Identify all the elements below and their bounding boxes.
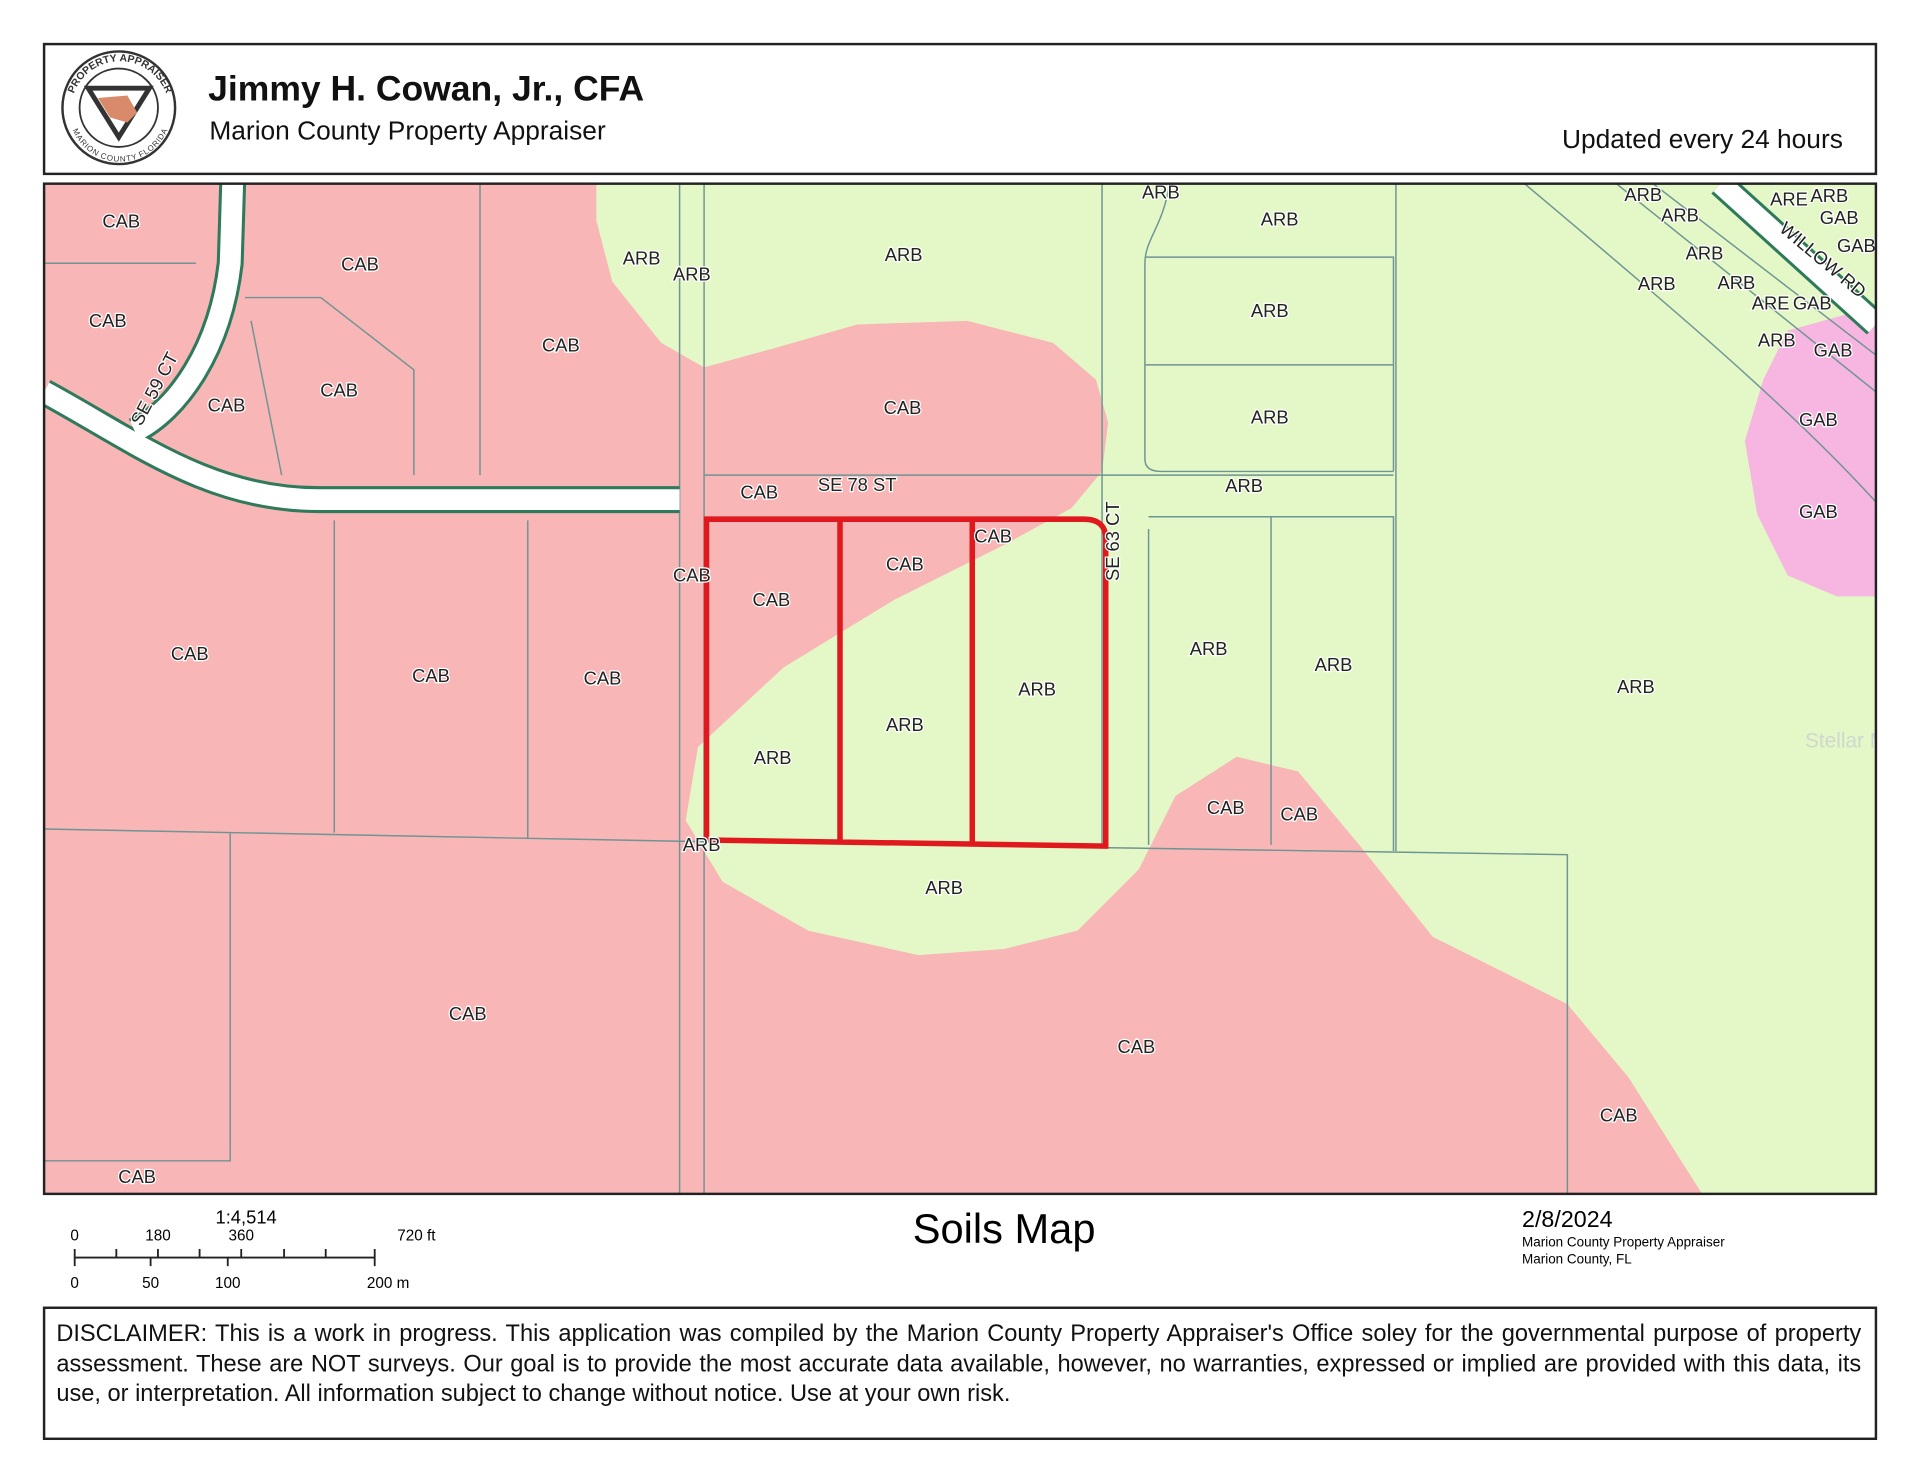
soil-label: ARB [754,747,792,768]
soil-label: GAB [1799,409,1838,430]
credit: Marion County Property Appraiser [1522,1235,1725,1250]
soil-label: ARB [623,247,661,268]
soil-label: ARB [1190,638,1228,659]
soil-label: ARB [683,834,721,855]
soil-label: CAB [584,667,622,688]
scale-label: 200 m [367,1275,410,1292]
soil-label: ARB [673,263,711,284]
soil-label: CAB [102,211,140,232]
soil-label: CAB [118,1166,156,1187]
soil-label: CAB [886,554,924,575]
scale-label: 360 [228,1227,254,1244]
soil-label: ARB [1142,181,1180,202]
soil-label: CAB [208,394,246,415]
soil-label: ARB [1758,329,1796,350]
scale-label: 100 [215,1275,241,1292]
soil-label: CAB [1207,797,1245,818]
soil-label: ARB [1225,475,1263,496]
soil-label: GAB [1820,207,1859,228]
soil-label: CAB [449,1003,487,1024]
soil-label: CAB [412,665,450,686]
soil-label: CAB [1117,1036,1155,1057]
soil-label: CAB [753,589,791,610]
map-date: 2/8/2024 [1522,1206,1613,1232]
soil-label: GAB [1814,339,1853,360]
soil-label: ARB [1617,676,1655,697]
soil-label: ARB [1018,678,1056,699]
disclaimer-box [42,1306,1878,1441]
soil-label: CAB [320,380,358,401]
soil-label: ARB [925,877,963,898]
map-frame [42,182,1878,1196]
soil-label: ARB [1717,272,1755,293]
street-label: SE 78 ST [818,474,897,495]
scale-label: 0 [70,1227,79,1244]
soil-label: ARB [1251,407,1289,428]
soil-label: ARB [885,244,923,265]
soil-label: ARB [1638,273,1676,294]
logo: PROPERTY APPRAISER MARION COUNTY FLORIDA [61,50,177,166]
soil-label: ARE [1752,293,1790,314]
soil-label: CAB [1280,803,1318,824]
soil-label: CAB [673,565,711,586]
update-note: Updated every 24 hours [1562,124,1843,154]
map: CAB CAB CAB CAB CAB CAB ARB ARB ARB ARB ARB ARB ARB C… [44,181,1913,1194]
subject-parcels [703,516,1109,849]
disclaimer: DISCLAIMER: This is a work in progress. … [56,1321,1862,1407]
soil-label: ARB [1811,185,1849,206]
soil-label: ARE [1770,189,1808,210]
header-title: Jimmy H. Cowan, Jr., CFA [208,68,644,108]
soil-label: ARB [886,714,924,735]
soil-label: GAB [1837,235,1876,256]
soil-label: ARB [1261,208,1299,229]
credit: Marion County, FL [1522,1252,1632,1267]
soil-label: CAB [740,481,778,502]
street-label: SE 63 CT [1102,501,1123,581]
soil-label: CAB [542,334,580,355]
soil-label: CAB [171,643,209,664]
scale-label: 720 ft [397,1227,436,1244]
header-subtitle: Marion County Property Appraiser [209,116,606,146]
soil-label: GAB [1799,501,1838,522]
soil-label: CAB [974,525,1012,546]
soil-label: CAB [884,397,922,418]
watermark: Stellar MLS [1805,730,1913,753]
soil-label: GAB [1793,293,1832,314]
soil-label: ARB [1686,243,1724,264]
soil-label: ARB [1661,205,1699,226]
soil-label: CAB [1600,1105,1638,1126]
soil-label: CAB [341,254,379,275]
soil-label: CAB [89,310,127,331]
scale-bar [73,1248,376,1267]
scale-label: 50 [142,1275,159,1292]
scale-label: 180 [145,1227,171,1244]
map-title: Soils Map [913,1205,1096,1252]
header-box [42,42,1878,176]
soil-label: ARB [1251,300,1289,321]
soil-label: ARB [1315,654,1353,675]
scale-label: 0 [70,1275,79,1292]
scale-ratio: 1:4,514 [215,1206,276,1227]
soil-label: ARB [1624,184,1662,205]
